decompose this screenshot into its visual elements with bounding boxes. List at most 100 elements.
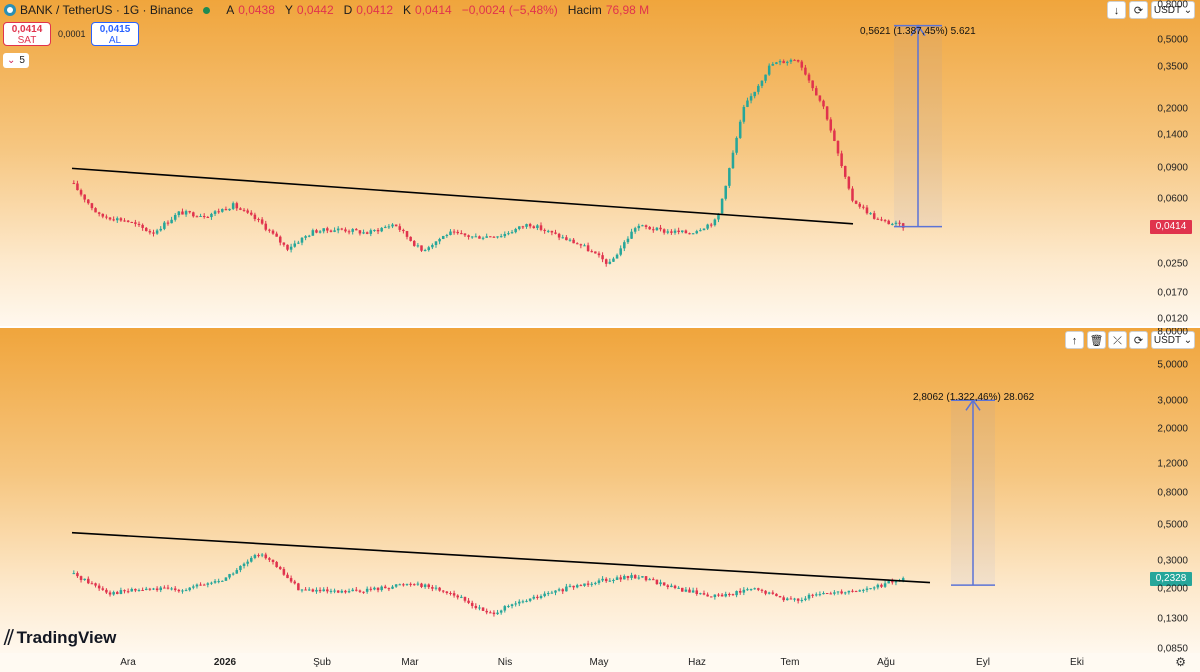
spread-value: 0,0001 [58, 29, 86, 39]
candle-body [326, 589, 329, 592]
candle-body [94, 583, 97, 586]
candle-body [565, 586, 568, 592]
arrow-down-icon: ↓ [1113, 5, 1120, 17]
candle-body [793, 598, 796, 600]
candle-body [796, 59, 800, 62]
candle-body [579, 585, 583, 587]
time-tick: Şub [313, 657, 331, 668]
candle-body [188, 211, 191, 213]
candle-body [97, 212, 101, 214]
candle-body [807, 594, 811, 599]
candle-body [206, 217, 210, 219]
candle-body [347, 231, 351, 233]
candle-body [438, 238, 441, 242]
candle-body [720, 198, 724, 214]
candle-body [518, 601, 521, 604]
candle-body [901, 223, 905, 228]
time-tick: Haz [688, 657, 706, 668]
time-tick: May [589, 657, 609, 668]
candle-body [706, 594, 709, 597]
move-pane-down-button[interactable]: ↓ [1107, 1, 1126, 19]
candle-body [507, 606, 510, 608]
candle-body [384, 226, 387, 228]
maximize-pane-button[interactable]: ⟳ [1129, 1, 1148, 19]
bank-coin-icon [4, 4, 16, 16]
chart-svg-top[interactable] [0, 0, 1200, 326]
candle-body [134, 222, 137, 224]
candle-body [438, 587, 441, 591]
price-pane-top[interactable]: BANK / TetherUS · 1G · Binance A 0,0438 Y… [0, 0, 1200, 326]
maximize-pane-button-bottom[interactable]: ⟳ [1129, 331, 1148, 349]
delete-pane-button[interactable]: 🗑 [1087, 331, 1106, 349]
candle-body [492, 612, 496, 615]
candle-body [445, 591, 449, 594]
candle-body [398, 226, 402, 230]
candle-body [793, 59, 796, 61]
tradingview-watermark[interactable]: ⧸⧸ TradingView [4, 628, 116, 648]
open-value: 0,0438 [238, 3, 275, 17]
candle-body [829, 119, 833, 131]
sell-button[interactable]: 0,0414 SAT [3, 22, 51, 46]
measure-label-bottom: 2,8062 (1.322,46%) 28.062 [913, 392, 1035, 403]
candle-body [431, 244, 434, 248]
candle-body [463, 233, 467, 236]
symbol-title[interactable]: BANK / TetherUS · 1G · Binance [20, 3, 194, 17]
candle-body [775, 593, 778, 597]
candle-body [137, 223, 141, 225]
candle-body [116, 592, 119, 595]
candle-body [858, 203, 861, 207]
buy-button[interactable]: 0,0415 AL [91, 22, 139, 46]
indicators-collapse-button[interactable]: ⌄ 5 [3, 53, 29, 68]
candle-body [72, 183, 76, 185]
candle-body [235, 570, 239, 574]
price-tick: 5,0000 [1157, 359, 1188, 371]
arrow-up-icon [910, 24, 926, 37]
candle-body [786, 598, 789, 601]
candle-body [416, 583, 420, 585]
collapse-icon: ⤫ [1113, 335, 1122, 347]
collapse-pane-button[interactable]: ⤫ [1108, 331, 1127, 349]
candle-body [782, 61, 785, 64]
candle-body [181, 590, 184, 592]
candle-body [836, 591, 840, 593]
candle-body [876, 584, 880, 588]
last-price-label-top: 0,0414 [1150, 219, 1192, 234]
candle-body [688, 589, 691, 593]
candle-body [166, 587, 170, 589]
candle-body [268, 229, 271, 231]
currency-select-top[interactable]: USDT ⌄ [1151, 1, 1195, 19]
candle-body [144, 227, 148, 232]
candle-body [347, 591, 351, 593]
candle-body [891, 223, 894, 225]
candle-body [130, 588, 134, 592]
currency-value-top: USDT [1153, 5, 1181, 16]
candle-body [565, 237, 568, 241]
candle-body [825, 106, 829, 120]
pane-divider[interactable] [0, 326, 1200, 328]
chart-svg-bottom[interactable] [0, 328, 1200, 653]
currency-select-bottom[interactable]: USDT ⌄ [1151, 331, 1195, 349]
candle-body [572, 239, 575, 244]
settings-icon[interactable]: ⚙ [1175, 655, 1186, 669]
candle-body [630, 575, 633, 578]
time-axis[interactable]: Ara 2026 Şub Mar Nis May Haz Tem Ağu Eyl Eki [0, 653, 1200, 672]
candle-body [507, 233, 510, 235]
candle-body [148, 588, 152, 590]
candle-body [724, 593, 727, 597]
candle-body [420, 245, 423, 251]
candle-body [626, 575, 630, 578]
trendline[interactable] [71, 531, 931, 584]
candle-body [170, 219, 173, 224]
candle-body [173, 215, 177, 220]
candle-body [818, 95, 822, 101]
candle-body [854, 591, 858, 593]
move-pane-up-button[interactable]: ↑ [1065, 331, 1084, 349]
candle-body [365, 588, 369, 592]
candle-body [503, 606, 507, 611]
candle-body [590, 251, 593, 253]
candle-body [268, 558, 271, 560]
candle-body [586, 245, 590, 252]
candle-body [105, 589, 108, 593]
price-pane-bottom[interactable]: ↑ 🗑 ⤫ ⟳ USDT ⌄ 2,8062 (1.322,46%) 28.062… [0, 328, 1200, 653]
trendline[interactable] [71, 167, 854, 225]
